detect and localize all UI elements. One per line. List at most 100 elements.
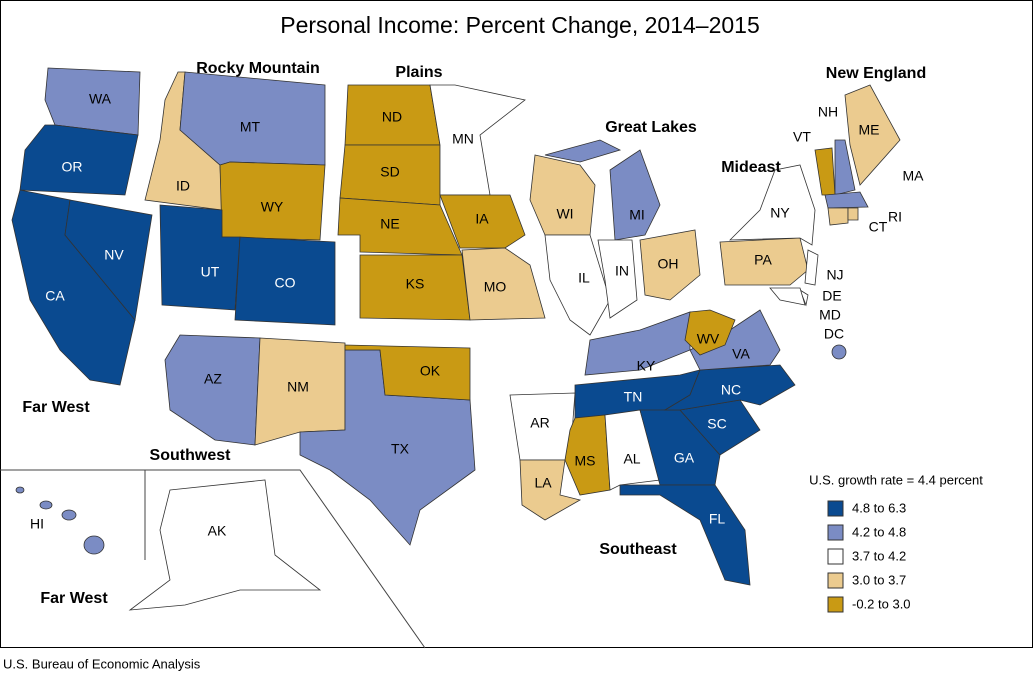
state — [804, 249, 819, 286]
state-label: IN — [615, 263, 629, 279]
state — [844, 84, 901, 186]
state-label: OH — [658, 256, 679, 272]
legend-label: 4.8 to 6.3 — [852, 500, 906, 515]
state-label: NV — [104, 247, 124, 263]
map-frame — [0, 0, 1033, 648]
state-label: RI — [888, 209, 902, 225]
legend-swatch — [827, 596, 844, 613]
state-label: NE — [380, 216, 399, 232]
state-label: MS — [575, 453, 596, 469]
region-label: Great Lakes — [605, 119, 697, 136]
state — [597, 239, 638, 319]
legend-label: 4.2 to 4.8 — [852, 524, 906, 539]
state-label: FL — [709, 511, 726, 527]
state-label: OR — [62, 159, 83, 175]
state — [461, 247, 546, 321]
state — [769, 287, 806, 306]
state-label: VT — [793, 129, 811, 145]
growth-note: U.S. growth rate = 4.4 percent — [809, 472, 983, 487]
state-label: WV — [697, 331, 720, 347]
inset-border — [0, 469, 426, 649]
state-label: MI — [629, 207, 645, 223]
state-label: SD — [380, 164, 399, 180]
state-label: IA — [475, 211, 489, 227]
title: Personal Income: Percent Change, 2014–20… — [280, 12, 760, 38]
state — [847, 207, 859, 221]
state-label: MA — [903, 168, 925, 184]
state — [429, 84, 526, 196]
state-label: WI — [556, 206, 573, 222]
region-label: New England — [826, 65, 926, 82]
state — [439, 194, 526, 249]
state-label: SC — [707, 416, 726, 432]
state-label: ID — [176, 178, 190, 194]
legend-swatch — [827, 572, 844, 589]
state — [834, 139, 856, 196]
state-label: WY — [261, 199, 284, 215]
state — [164, 334, 261, 446]
state-label: HI — [30, 516, 44, 532]
state-label: GA — [674, 450, 695, 466]
state-label: DE — [822, 288, 841, 304]
state-label: MN — [452, 131, 474, 147]
state-label: CO — [275, 275, 296, 291]
state-label: MD — [819, 307, 841, 323]
region-label: Far West — [40, 590, 108, 607]
legend-swatch — [827, 524, 844, 541]
state — [604, 409, 661, 491]
state — [529, 154, 596, 236]
state-label: KS — [406, 276, 425, 292]
state-label: AZ — [204, 371, 222, 387]
state-label: TN — [624, 389, 643, 405]
region-label: Southwest — [150, 447, 232, 464]
state-label: NJ — [826, 267, 843, 283]
state-label: DC — [824, 326, 844, 342]
state-label: TX — [391, 441, 410, 457]
legend-label: 3.0 to 3.7 — [852, 572, 906, 587]
state-label: ND — [382, 109, 402, 125]
source: U.S. Bureau of Economic Analysis — [3, 656, 201, 671]
state-label: OK — [420, 363, 441, 379]
state-label: WA — [89, 91, 112, 107]
state — [814, 147, 836, 196]
state — [639, 229, 701, 301]
state-label: AL — [623, 451, 640, 467]
state-label: CA — [45, 288, 65, 304]
state — [344, 344, 471, 401]
state-label: VA — [732, 346, 750, 362]
legend-label: 3.7 to 4.2 — [852, 548, 906, 563]
state-label: MO — [484, 279, 507, 295]
region-label: Southeast — [599, 541, 677, 558]
state — [234, 236, 336, 326]
state-label: NM — [287, 379, 309, 395]
legend-swatch — [827, 548, 844, 565]
state — [19, 124, 139, 196]
legend-label: -0.2 to 3.0 — [852, 596, 911, 611]
region-label: Far West — [22, 399, 90, 416]
state-label: ME — [859, 122, 880, 138]
state-label: NY — [770, 205, 790, 221]
region-label: Rocky Mountain — [196, 60, 320, 77]
state — [619, 484, 751, 586]
state-label: NC — [721, 382, 741, 398]
region-label: Mideast — [721, 159, 781, 176]
state-label: PA — [754, 252, 772, 268]
state — [831, 344, 847, 360]
state — [663, 364, 796, 411]
state — [15, 486, 105, 555]
state-label: MT — [240, 119, 261, 135]
state — [684, 309, 736, 356]
state-label: AR — [530, 415, 549, 431]
state-label: LA — [534, 475, 552, 491]
state — [729, 164, 816, 246]
state — [128, 479, 322, 611]
state — [64, 199, 153, 321]
region-label: Plains — [395, 64, 442, 81]
state-label: IL — [578, 270, 590, 286]
state — [337, 197, 463, 256]
state-label: KY — [637, 358, 656, 374]
state — [827, 207, 849, 226]
state-label: UT — [201, 264, 220, 280]
